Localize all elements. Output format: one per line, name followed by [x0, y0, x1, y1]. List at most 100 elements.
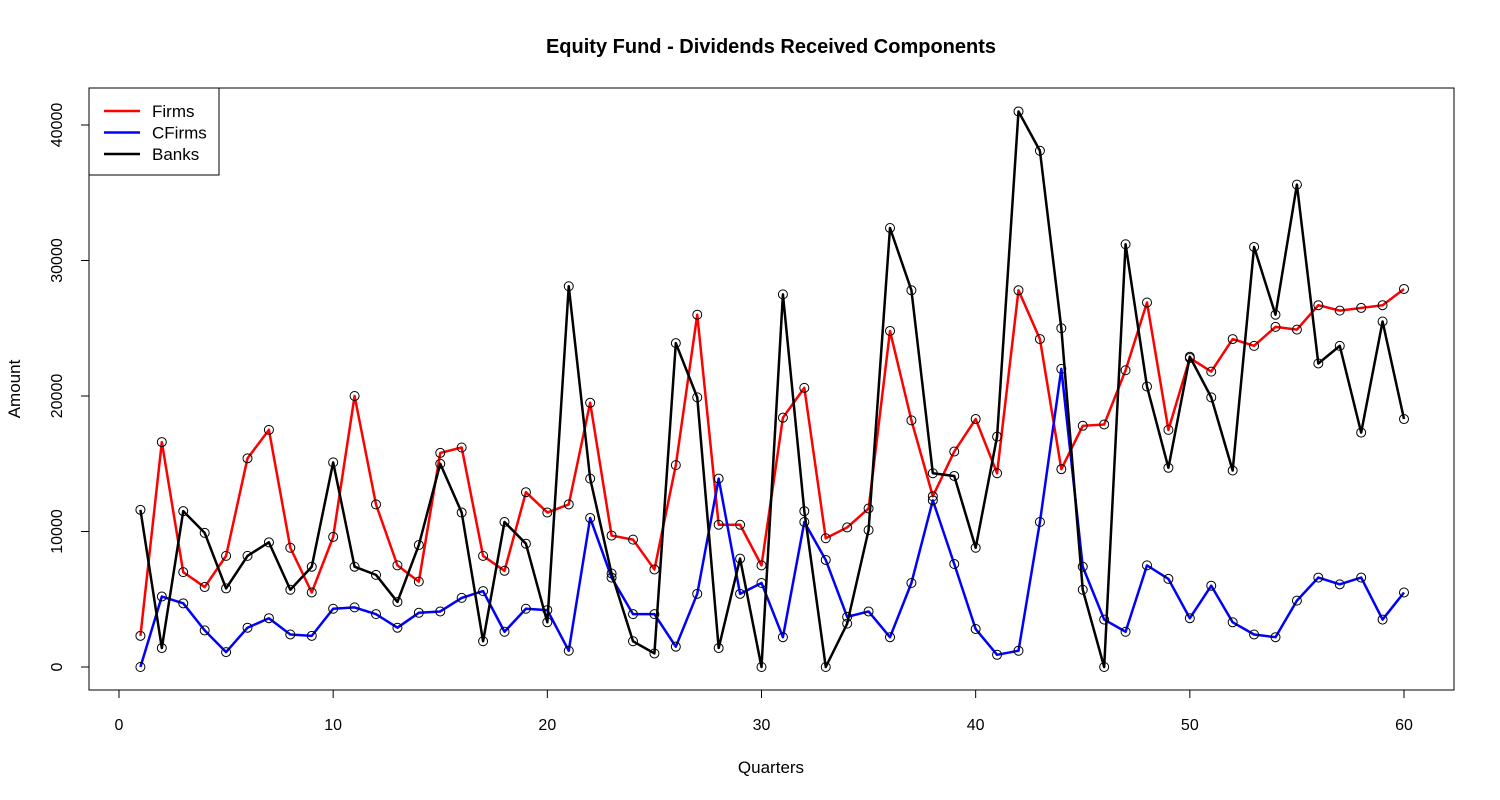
data-point-cfirms: [1291, 595, 1302, 606]
data-point-firms: [1013, 285, 1024, 296]
data-point-firms: [842, 522, 853, 533]
data-point-firms: [1291, 324, 1302, 335]
y-axis: 0 10000 20000 30000 40000: [49, 103, 90, 671]
data-point-firms: [1120, 365, 1131, 376]
data-point-banks: [1142, 381, 1152, 392]
data-point-cfirms: [1377, 614, 1388, 625]
data-point-banks: [1377, 316, 1388, 327]
data-point-firms: [735, 519, 746, 530]
data-point-firms: [1099, 419, 1110, 430]
series-cfirms: [135, 363, 1409, 672]
data-point-banks: [1227, 465, 1238, 476]
data-point-cfirms: [1120, 626, 1131, 637]
data-point-banks: [1270, 309, 1281, 320]
data-point-cfirms: [221, 647, 232, 658]
data-point-cfirms: [1313, 572, 1324, 583]
data-point-firms: [692, 309, 703, 320]
data-point-banks: [135, 504, 146, 515]
data-point-cfirms: [392, 622, 403, 633]
data-point-cfirms: [1356, 572, 1367, 583]
chart-title: Equity Fund - Dividends Received Compone…: [546, 36, 996, 58]
data-point-banks: [242, 550, 253, 561]
legend-label-firms: Firms: [152, 102, 194, 121]
data-point-firms: [906, 415, 917, 426]
data-point-banks: [178, 506, 189, 517]
data-point-cfirms: [413, 607, 424, 618]
data-point-cfirms: [713, 473, 724, 484]
data-point-firms: [520, 487, 531, 498]
data-point-banks: [842, 618, 853, 629]
data-point-cfirms: [1249, 629, 1260, 640]
data-point-cfirms: [456, 592, 467, 603]
data-point-firms: [456, 442, 467, 453]
data-point-firms: [585, 397, 596, 408]
data-point-cfirms: [199, 625, 210, 636]
x-tick-label: 0: [115, 717, 124, 734]
data-point-banks: [221, 583, 232, 594]
data-point-banks: [1056, 323, 1067, 334]
data-point-banks: [906, 285, 917, 296]
data-point-cfirms: [435, 606, 446, 617]
data-point-firms: [371, 499, 381, 510]
data-point-firms: [542, 507, 553, 518]
data-point-cfirms: [777, 632, 788, 643]
data-point-banks: [1163, 462, 1174, 473]
data-point-banks: [1313, 358, 1324, 369]
data-point-firms: [1356, 302, 1367, 313]
data-point-firms: [263, 424, 274, 435]
data-point-cfirms: [885, 632, 895, 643]
data-point-firms: [628, 534, 638, 545]
data-point-banks: [1077, 584, 1088, 595]
data-point-firms: [1077, 420, 1088, 431]
data-point-firms: [1056, 464, 1067, 475]
y-tick-label: 30000: [49, 238, 66, 283]
data-point-banks: [456, 507, 467, 518]
data-point-banks: [1206, 392, 1217, 403]
data-point-firms: [799, 382, 810, 393]
data-point-cfirms: [1034, 517, 1045, 528]
data-point-firms: [285, 542, 296, 553]
data-point-firms: [606, 530, 617, 541]
data-point-cfirms: [499, 626, 510, 637]
data-point-firms: [221, 550, 232, 561]
data-point-cfirms: [285, 629, 296, 640]
data-point-cfirms: [1206, 580, 1217, 591]
x-tick-label: 30: [753, 717, 771, 734]
data-point-banks: [542, 617, 553, 628]
data-point-banks: [692, 392, 703, 403]
data-point-banks: [820, 662, 831, 672]
data-point-cfirms: [735, 588, 746, 599]
data-point-cfirms: [1334, 579, 1345, 590]
x-axis: 0 10 20 30 40 50 60: [115, 689, 1413, 734]
data-point-firms: [1313, 300, 1324, 311]
data-point-firms: [1377, 300, 1388, 311]
x-axis-label: Quarters: [738, 758, 804, 777]
data-point-banks: [285, 584, 296, 595]
data-point-firms: [178, 567, 189, 578]
data-point-banks: [1184, 351, 1195, 362]
data-point-cfirms: [1077, 561, 1088, 572]
data-point-firms: [242, 453, 253, 464]
data-point-cfirms: [178, 598, 189, 609]
data-point-cfirms: [371, 609, 381, 620]
plot-frame: [88, 87, 1455, 691]
x-tick-label: 60: [1395, 717, 1413, 734]
data-point-cfirms: [263, 613, 274, 624]
data-point-firms: [435, 447, 446, 458]
data-point-banks: [1034, 145, 1045, 156]
data-point-banks: [756, 662, 767, 672]
data-point-firms: [1399, 283, 1409, 294]
data-point-firms: [756, 560, 767, 571]
data-point-banks: [371, 569, 381, 580]
data-point-cfirms: [306, 630, 317, 641]
data-point-cfirms: [1227, 617, 1238, 628]
data-point-cfirms: [585, 512, 596, 523]
y-tick-label: 40000: [49, 103, 66, 148]
data-point-cfirms: [156, 591, 167, 602]
data-point-banks: [777, 289, 788, 300]
data-point-cfirms: [927, 495, 938, 506]
data-point-banks: [863, 525, 874, 536]
data-point-firms: [670, 460, 681, 471]
data-point-banks: [1291, 179, 1302, 190]
data-point-firms: [1270, 321, 1281, 332]
